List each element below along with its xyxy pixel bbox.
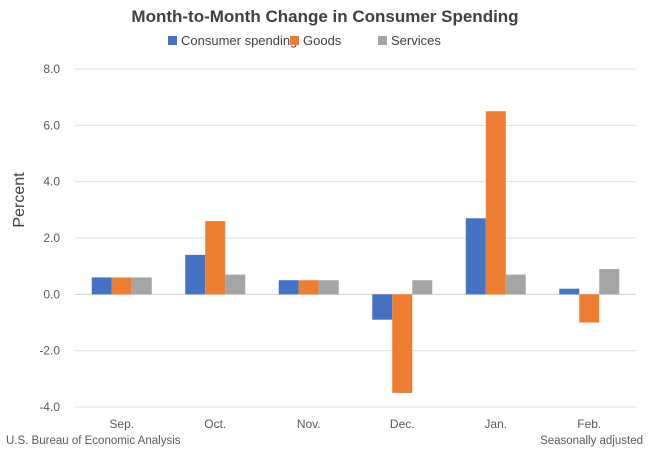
y-tick-label: -4.0 xyxy=(39,400,60,414)
gridlines xyxy=(75,68,636,408)
bar-consumer-spending-oct xyxy=(185,254,206,295)
y-tick-label: 4.0 xyxy=(43,175,60,189)
y-tick-label: 8.0 xyxy=(43,62,60,76)
bar-services-feb xyxy=(599,268,620,295)
bar-services-sep xyxy=(131,277,152,295)
legend-label: Goods xyxy=(303,33,342,48)
bar-consumer-spending-jan xyxy=(465,218,486,295)
bar-goods-dec xyxy=(392,294,413,393)
bar-consumer-spending-nov xyxy=(278,280,299,295)
bar-goods-oct xyxy=(205,221,226,295)
bars xyxy=(91,111,620,393)
legend-label: Services xyxy=(391,33,441,48)
y-tick-label: 2.0 xyxy=(43,231,60,245)
x-axis-ticks: Sep. Oct. Nov. Dec. Jan. Feb. xyxy=(109,417,601,431)
legend-label: Consumer spending xyxy=(181,33,297,48)
bar-consumer-spending-feb xyxy=(559,288,580,295)
bar-goods-nov xyxy=(298,280,319,295)
source-note: U.S. Bureau of Economic Analysis xyxy=(6,435,181,447)
x-tick-label: Sep. xyxy=(109,417,134,431)
x-tick-label: Oct. xyxy=(204,417,226,431)
bar-consumer-spending-sep xyxy=(91,277,112,295)
bar-services-jan xyxy=(505,274,526,295)
legend-swatch xyxy=(290,36,299,45)
bar-consumer-spending-dec xyxy=(372,294,393,320)
adjustment-note: Seasonally adjusted xyxy=(540,435,643,447)
y-axis-label: Percent xyxy=(11,172,28,228)
y-axis-ticks: 8.0 6.0 4.0 2.0 0.0 -2.0 -4.0 xyxy=(39,62,60,414)
x-tick-label: Nov. xyxy=(297,417,321,431)
y-tick-label: 6.0 xyxy=(43,118,60,132)
x-tick-label: Feb. xyxy=(577,417,601,431)
bar-services-dec xyxy=(412,280,433,295)
bar-goods-feb xyxy=(579,294,600,323)
legend-swatch xyxy=(378,36,387,45)
bar-goods-sep xyxy=(111,277,132,295)
bar-services-nov xyxy=(318,280,339,295)
y-tick-label: -2.0 xyxy=(39,344,60,358)
legend-swatch xyxy=(168,36,177,45)
x-tick-label: Jan. xyxy=(484,417,507,431)
y-tick-label: 0.0 xyxy=(43,287,60,301)
bar-goods-jan xyxy=(485,111,506,295)
legend: Consumer spending Goods Services xyxy=(168,33,441,48)
chart-title: Month-to-Month Change in Consumer Spendi… xyxy=(131,7,518,26)
x-tick-label: Dec. xyxy=(390,417,415,431)
bar-services-oct xyxy=(225,274,246,295)
